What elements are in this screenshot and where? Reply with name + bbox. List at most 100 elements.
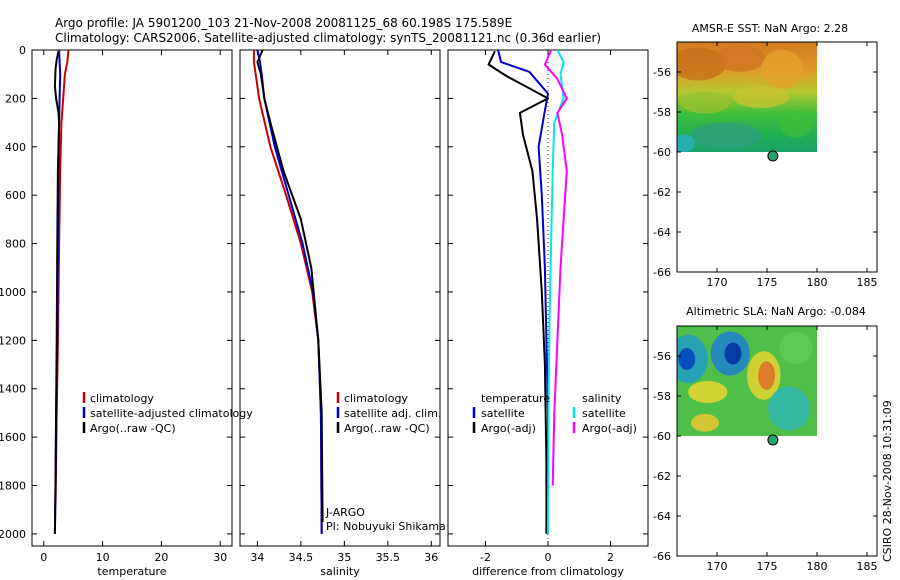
series-line-satellite-adj-clim- (256, 49, 323, 534)
series-line-salinity-satellite (547, 49, 565, 534)
sla-blob (688, 381, 728, 403)
sst-map-title: AMSR-E SST: NaN Argo: 2.28 (692, 22, 848, 35)
sla-blob (779, 331, 813, 365)
series-line-argo-raw-qc- (256, 49, 324, 522)
sla-blob (758, 361, 775, 390)
lon-tick-label: 185 (857, 276, 878, 289)
depth-tick-label: 1800 (0, 480, 26, 493)
depth-tick-label: 1600 (0, 431, 26, 444)
lat-tick-label: -56 (653, 350, 671, 363)
temperature-xlabel: temperature (97, 565, 166, 578)
depth-tick-label: 200 (5, 92, 26, 105)
legend-label-climatology: climatology (90, 392, 154, 405)
lon-tick-label: 180 (807, 276, 828, 289)
salinity-axis-ticks: 34 34.5 35 35.5 36 (240, 49, 440, 564)
legend-label-satellite: satellite adj. clim. (344, 407, 441, 420)
lon-tick-label: 175 (757, 276, 778, 289)
sla-map-title: Altimetric SLA: NaN Argo: -0.084 (686, 305, 866, 318)
salinity-xlabel: salinity (320, 565, 360, 578)
legend-label-argo: Argo(..raw -QC) (90, 422, 176, 435)
legend-label-sal-argo: Argo(-adj) (582, 422, 637, 435)
depth-tick-label: 400 (5, 141, 26, 154)
lon-tick-label: 175 (757, 560, 778, 573)
legend-label-temp-satellite: satellite (481, 407, 525, 420)
lon-tick-label: 180 (807, 560, 828, 573)
lat-tick-label: -58 (653, 390, 671, 403)
difference-series (487, 49, 568, 534)
salinity-axes-frame (239, 49, 441, 547)
series-line-argo-raw-qc- (53, 50, 61, 534)
x-tick-label: 34 (250, 551, 264, 564)
legend-label-temp-argo: Argo(-adj) (481, 422, 536, 435)
sla-map-panel: Altimetric SLA: NaN Argo: -0.084 170 175 1… (653, 305, 878, 573)
depth-tick-label: 1400 (0, 383, 26, 396)
sst-blob (677, 47, 726, 81)
sst-blob (714, 45, 766, 72)
x-tick-label: 35 (337, 551, 351, 564)
x-tick-label: 0 (545, 551, 552, 564)
sst-blob (691, 122, 761, 149)
sla-field (677, 326, 817, 436)
lat-tick-label: -62 (653, 186, 671, 199)
depth-tick-label: 600 (5, 189, 26, 202)
sla-blob (691, 414, 719, 432)
temperature-axes-frame (31, 49, 233, 547)
depth-tick-label: 1000 (0, 286, 26, 299)
sla-blob (768, 386, 810, 431)
x-tick-label: -2 (480, 551, 491, 564)
x-tick-label: 20 (154, 551, 168, 564)
lat-tick-label: -60 (653, 146, 671, 159)
series-line-salinity-argo-adj- (543, 49, 568, 486)
temperature-axis-ticks: 0 10 20 30 0 200 400 600 800 1000 1200 1400 1600 1800… (0, 44, 232, 564)
lat-tick-label: -60 (653, 430, 671, 443)
lat-tick-label: -58 (653, 106, 671, 119)
difference-legend-temperature: temperature satellite Argo(-adj) (472, 392, 550, 435)
legend-label-sal-satellite: satellite (582, 407, 626, 420)
series-line-climatology (252, 50, 323, 534)
x-tick-label: 35.5 (376, 551, 401, 564)
lon-tick-label: 170 (707, 560, 728, 573)
sst-blob (679, 91, 731, 114)
x-tick-label: 30 (213, 551, 227, 564)
sla-blob (724, 342, 742, 365)
sst-blob (733, 86, 789, 108)
x-tick-label: 34.5 (289, 551, 314, 564)
sst-map-frame (676, 41, 878, 273)
depth-tick-label: 0 (19, 44, 26, 57)
series-line-temperature-satellite (497, 49, 549, 534)
temperature-profile-panel: 0 10 20 30 0 200 400 600 800 1000 1200 1400 1600 1800… (0, 44, 253, 578)
temperature-legend: climatology satellite-adjusted climatolo… (82, 392, 253, 435)
sla-blob (678, 348, 696, 370)
x-tick-label: 36 (424, 551, 438, 564)
salinity-profile-panel: 34 34.5 35 35.5 36 salinity climatology sate… (239, 49, 446, 578)
float-program-label: J-ARGO (325, 506, 365, 519)
sla-map-ticks: 170 175 180 185 -56 -58 -60 -62 -64 -66 (653, 326, 878, 573)
sst-map-panel: AMSR-E SST: NaN Argo: 2.28 170 175 180 185 -… (653, 22, 878, 289)
lat-tick-label: -56 (653, 66, 671, 79)
legend-label-climatology: climatology (344, 392, 408, 405)
lat-tick-label: -64 (653, 226, 671, 239)
depth-tick-label: 1200 (0, 334, 26, 347)
argo-float-marker (767, 150, 779, 162)
lat-tick-label: -66 (653, 550, 671, 563)
legend-heading-salinity: salinity (582, 392, 622, 405)
depth-tick-label: 2000 (0, 528, 26, 541)
depth-tick-label: 800 (5, 238, 26, 251)
lat-tick-label: -62 (653, 470, 671, 483)
difference-legend-salinity: salinity satellite Argo(-adj) (572, 392, 637, 435)
float-pi-label: PI: Nobuyuki Shikama (326, 520, 446, 533)
salinity-series (252, 49, 324, 534)
x-tick-label: 0 (40, 551, 47, 564)
lat-tick-label: -64 (653, 510, 671, 523)
sst-blob (761, 49, 803, 90)
sst-field (677, 42, 817, 152)
figure-subtitle: Climatology: CARS2006. Satellite-adjuste… (55, 31, 601, 45)
difference-xlabel: difference from climatology (472, 565, 624, 578)
salinity-legend: climatology satellite adj. clim. Argo(..… (336, 392, 441, 435)
lon-tick-label: 185 (857, 560, 878, 573)
timestamp-label: CSIRO 28-Nov-2008 10:31:09 (881, 400, 894, 562)
argo-float-marker (767, 434, 779, 446)
legend-heading-temperature: temperature (481, 392, 550, 405)
temperature-series (53, 49, 70, 534)
lat-tick-label: -66 (653, 266, 671, 279)
